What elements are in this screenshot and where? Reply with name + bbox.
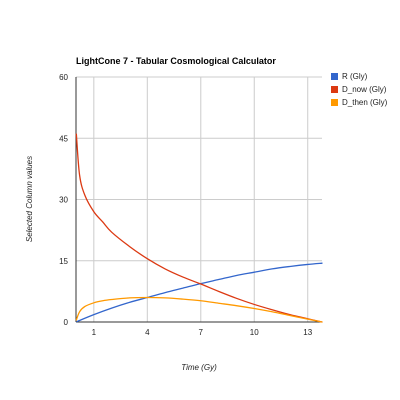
- y-tick-label: 60: [59, 73, 68, 82]
- chart-title: LightCone 7 - Tabular Cosmological Calcu…: [76, 56, 276, 66]
- x-tick-label: 10: [250, 328, 259, 337]
- legend-swatch: [331, 99, 338, 106]
- axes: [75, 77, 322, 323]
- y-tick-label: 15: [59, 257, 68, 266]
- legend-label: D_now (Gly): [342, 85, 387, 94]
- legend-label: R (Gly): [342, 72, 368, 81]
- legend: R (Gly) D_now (Gly) D_then (Gly): [331, 72, 388, 107]
- y-tick-labels: 0 15 30 45 60: [59, 73, 68, 327]
- x-tick-label: 7: [199, 328, 204, 337]
- x-tick-label: 1: [92, 328, 97, 337]
- x-axis-label: Time (Gy): [181, 363, 217, 372]
- series-lines: [75, 133, 323, 323]
- x-tick-labels: 1 4 7 10 13: [92, 328, 313, 337]
- y-tick-label: 0: [64, 318, 69, 327]
- legend-swatch: [331, 86, 338, 93]
- x-tick-label: 13: [303, 328, 312, 337]
- series-line-d-now-gly: [75, 133, 323, 323]
- series-line-d-then-gly: [75, 296, 323, 323]
- legend-label: D_then (Gly): [342, 98, 388, 107]
- y-axis-label: Selected Column values: [25, 156, 34, 242]
- x-tick-label: 4: [145, 328, 150, 337]
- legend-swatch: [331, 73, 338, 80]
- gridlines: [76, 76, 322, 322]
- y-tick-label: 30: [59, 196, 68, 205]
- y-tick-label: 45: [59, 134, 68, 143]
